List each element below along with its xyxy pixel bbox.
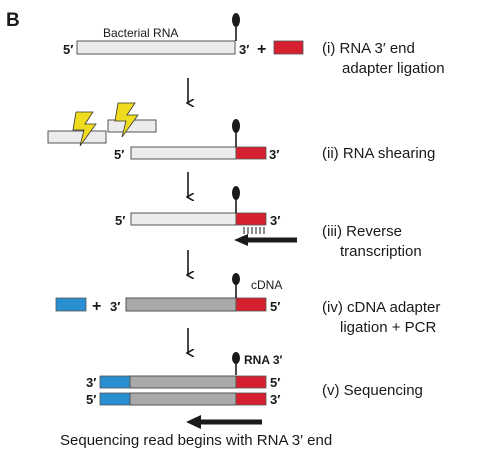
rna-adapter-block — [273, 40, 304, 55]
step2-five-prime: 5′ — [114, 147, 124, 162]
primer-hybridization-ticks — [243, 227, 265, 234]
strand2-blue-adapter — [99, 392, 131, 406]
step4-plus: + — [92, 298, 101, 315]
step1-five-prime: 5′ — [63, 42, 73, 57]
step3-adapter-block — [235, 212, 267, 226]
step3-five-prime: 5′ — [115, 213, 125, 228]
step3-three-prime: 3′ — [270, 213, 280, 228]
strand1-red-adapter — [235, 375, 267, 389]
step4-cap-icon — [232, 273, 240, 285]
step1-three-prime: 3′ — [239, 42, 249, 57]
rna3-label: RNA 3′ — [244, 353, 283, 367]
strand1-blue-adapter — [99, 375, 131, 389]
lightning-bolt-icon — [114, 102, 139, 138]
step3-cap-icon — [232, 186, 240, 200]
step3-caption-line1: (iii) Reverse — [322, 223, 402, 240]
step5-caption: (v) Sequencing — [322, 382, 423, 399]
step1-caption-line2: adapter ligation — [342, 60, 445, 77]
cdna-adapter-block — [55, 297, 87, 312]
step4-caption-line1: (iv) cDNA adapter — [322, 299, 440, 316]
sheared-rna-strand — [130, 146, 237, 160]
read-direction-arrow-icon — [186, 415, 201, 429]
step2-three-prime: 3′ — [269, 147, 279, 162]
bacterial-rna-label: Bacterial RNA — [103, 26, 178, 40]
strand1-insert — [129, 375, 237, 389]
bacterial-rna-strand — [76, 40, 236, 55]
step2-adapter-block — [235, 146, 267, 160]
step4-adapter-block — [235, 297, 267, 312]
sheared-fragment-left — [47, 130, 107, 144]
lightning-bolt-icon — [72, 111, 97, 147]
strand1-left-end: 3′ — [86, 375, 96, 390]
rt-rna-strand — [130, 212, 237, 226]
step5-cap-icon — [232, 352, 240, 364]
step2-cap-icon — [232, 119, 240, 133]
step1-caption-line1: (i) RNA 3′ end — [322, 40, 415, 57]
step4-three-prime: 3′ — [110, 299, 120, 314]
step2-caption: (ii) RNA shearing — [322, 145, 435, 162]
footer-caption: Sequencing read begins with RNA 3′ end — [60, 432, 332, 449]
strand2-left-end: 5′ — [86, 392, 96, 407]
cdna-label: cDNA — [251, 278, 282, 292]
step1-plus: + — [257, 41, 266, 58]
strand2-right-end: 3′ — [270, 392, 280, 407]
rt-direction-arrow-icon — [234, 234, 248, 246]
step4-five-prime: 5′ — [270, 299, 280, 314]
strand1-right-end: 5′ — [270, 375, 280, 390]
strand2-insert — [129, 392, 237, 406]
cdna-strand — [125, 297, 237, 312]
step3-caption-line2: transcription — [340, 243, 422, 260]
step4-caption-line2: ligation + PCR — [340, 319, 436, 336]
step1-cap-icon — [232, 13, 240, 27]
strand2-red-adapter — [235, 392, 267, 406]
panel-letter: B — [6, 10, 20, 31]
